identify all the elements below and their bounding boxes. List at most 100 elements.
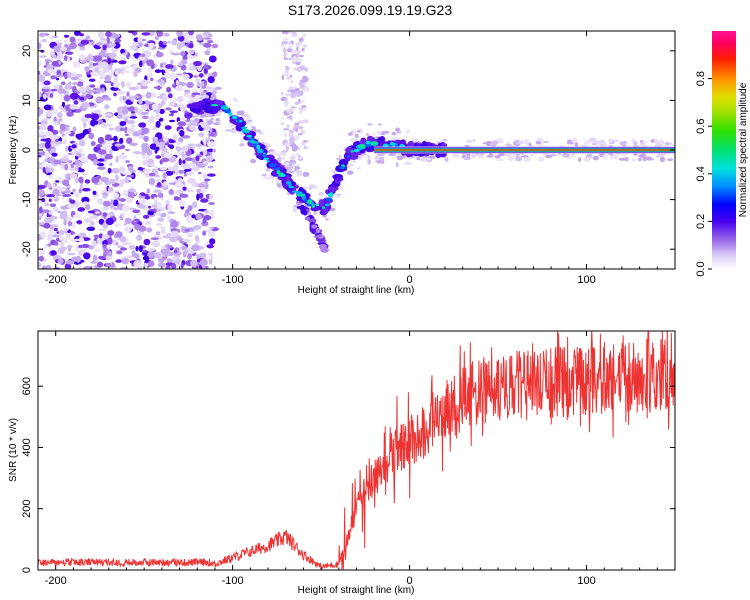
spectrogram-noise-blob <box>168 101 175 108</box>
spectrogram-noise-blob <box>195 143 203 148</box>
spectrogram-noise-blob <box>142 214 150 219</box>
spectrogram-noise-blob <box>61 210 68 217</box>
spectrogram-tail-blob <box>303 210 308 216</box>
spectrogram-noise-blob <box>148 247 156 252</box>
spectrogram-noise-blob <box>105 113 113 117</box>
spectrogram-noise-blob <box>88 78 96 82</box>
spectrogram-noise-blob <box>38 262 42 268</box>
spectrogram-noise-blob <box>56 176 63 181</box>
spectrogram-noise-blob <box>79 97 85 101</box>
spectrogram-noise-blob <box>125 197 134 204</box>
spectrogram-noise-blob <box>108 42 116 48</box>
spectrogram-noise-blob <box>210 117 214 121</box>
spectrogram-noise-blob <box>56 51 63 58</box>
spectrogram-noise-blob <box>68 81 72 85</box>
spectrogram-noise-blob <box>295 87 300 92</box>
spectrogram-ridge-blob <box>359 149 366 154</box>
spectrogram-noise-blob <box>295 152 300 157</box>
spectrogram-noise-blob <box>102 44 107 51</box>
spectrogram-noise-blob <box>179 193 189 198</box>
spectrogram-noise-blob <box>50 88 58 92</box>
spectrogram-noise-blob <box>112 169 119 173</box>
spectrogram-halo-blob <box>334 195 341 198</box>
spectrogram-noise-blob <box>137 37 143 43</box>
spectrogram-noise-blob <box>50 224 59 228</box>
spectrogram-noise-blob <box>46 194 55 198</box>
spectrogram-noise-blob <box>105 31 112 37</box>
spectrogram-noise-blob <box>47 243 52 247</box>
spectrogram-noise-blob <box>62 130 72 135</box>
spectrogram-noise-blob <box>200 198 209 203</box>
spectrogram-noise-blob <box>177 63 184 67</box>
spectrogram-noise-blob <box>148 172 156 177</box>
spectrogram-noise-blob <box>135 245 139 252</box>
spectrogram-halo-blob <box>659 156 666 163</box>
spectrogram-noise-blob <box>90 41 95 46</box>
spectrogram-noise-blob <box>77 207 85 212</box>
spectrogram-noise-blob <box>98 228 107 231</box>
spectrogram-noise-blob <box>67 56 71 63</box>
spectrogram-halo-blob <box>250 158 257 164</box>
spectrogram-noise-blob <box>196 83 204 87</box>
spectrogram-noise-blob <box>200 252 207 260</box>
spectrogram-halo-blob <box>466 152 471 158</box>
spectrogram-noise-blob <box>96 144 103 148</box>
spectrogram-noise-blob <box>120 66 129 70</box>
spectrogram-noise-blob <box>155 155 162 159</box>
spectrogram-noise-blob <box>207 76 215 84</box>
spectrogram-noise-blob <box>212 148 217 153</box>
spectrogram-noise-blob <box>195 34 203 40</box>
spectrogram-noise-blob <box>72 85 77 93</box>
spectrogram-noise-blob <box>187 205 193 211</box>
spectrogram-noise-blob <box>72 82 79 86</box>
spectrogram-halo-blob <box>542 140 550 144</box>
spectrogram-noise-blob <box>283 47 286 53</box>
spectrogram-noise-blob <box>110 82 114 87</box>
spectrogram-noise-blob <box>86 85 90 92</box>
spectrogram-noise-blob <box>77 81 84 87</box>
spectrogram-noise-blob <box>175 85 184 92</box>
spectrogram-noise-blob <box>57 210 61 214</box>
spectrogram-noise-blob <box>290 143 297 148</box>
spectrogram-halo-blob <box>209 86 214 91</box>
spectrogram-noise-blob <box>123 223 127 226</box>
spectrogram-noise-blob <box>41 197 46 203</box>
spectrogram-noise-blob <box>38 131 46 136</box>
spectrogram-noise-blob <box>107 230 115 236</box>
spectrogram-noise-blob <box>102 172 109 175</box>
spectrogram-ridge-highlight <box>365 140 371 145</box>
spectrogram-noise-blob <box>164 72 170 76</box>
spectrogram-noise-blob <box>90 113 100 121</box>
spectrogram-noise-blob <box>38 189 45 196</box>
spectrogram-noise-blob <box>136 234 143 241</box>
spectrogram-noise-blob <box>153 200 158 206</box>
spectrogram-halo-blob <box>251 126 256 129</box>
spectrogram-noise-blob <box>55 77 60 81</box>
spectrogram-noise-blob <box>127 227 131 234</box>
spectrogram-noise-blob <box>162 61 167 66</box>
spectrogram-halo-blob <box>277 154 281 158</box>
spectrogram-ridge-blob <box>184 112 193 119</box>
spectrogram-noise-blob <box>86 55 94 62</box>
spectrogram-noise-blob <box>288 129 295 133</box>
spectrogram-halo-blob <box>599 141 606 147</box>
spectrogram-halo-blob <box>352 160 357 163</box>
spectrogram-halo-blob <box>381 131 387 135</box>
spectrogram-noise-blob <box>185 171 195 175</box>
spectrogram-noise-blob <box>120 80 125 88</box>
spectrogram-halo-blob <box>646 158 655 161</box>
spectrogram-noise-blob <box>110 199 114 205</box>
colorbar: 0.0 0.2 0.4 0.6 0.8 Normalized spectral ampl… <box>695 31 749 277</box>
spectrogram-halo-blob <box>188 94 192 100</box>
spectrogram-noise-blob <box>48 36 54 40</box>
spectrogram-noise-blob <box>72 214 82 218</box>
spectrogram-noise-blob <box>125 148 130 152</box>
spectrogram-noise-blob <box>153 32 157 37</box>
spectrogram-noise-blob <box>87 153 94 160</box>
spectrogram-noise-blob <box>96 261 104 268</box>
spectrogram-noise-blob <box>159 141 165 149</box>
spectrogram-noise-blob <box>295 127 299 133</box>
spectrogram-noise-blob <box>156 95 163 99</box>
spectrogram-noise-blob <box>70 76 80 81</box>
spectrogram-noise-blob <box>55 180 60 183</box>
